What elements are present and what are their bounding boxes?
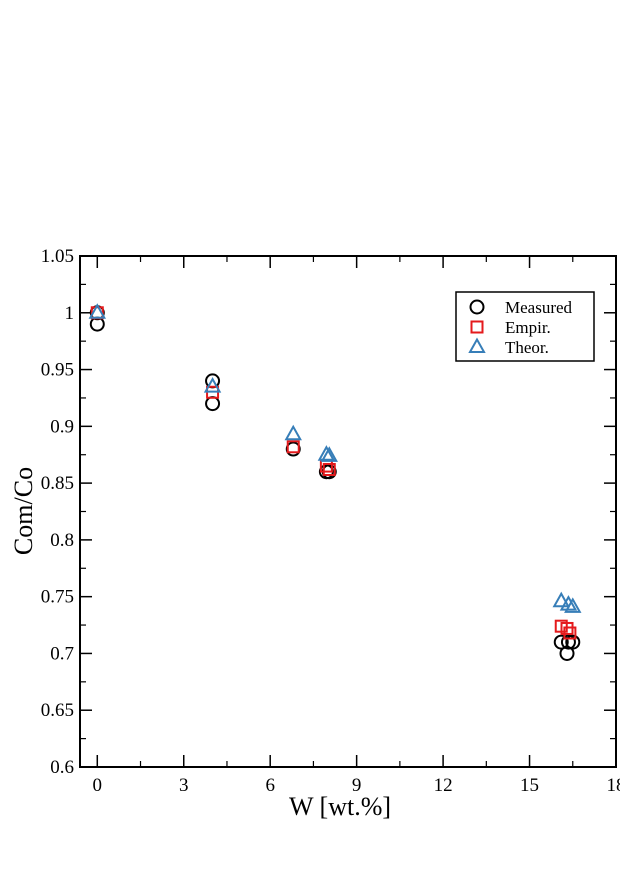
square-marker bbox=[286, 440, 300, 454]
triangle-marker bbox=[317, 445, 336, 461]
triangle-marker bbox=[320, 446, 338, 462]
x-tick-label: 15 bbox=[520, 775, 539, 796]
circle-marker bbox=[559, 645, 575, 661]
legend-circle-marker bbox=[469, 299, 485, 315]
square-marker bbox=[563, 626, 577, 640]
x-tick-label: 3 bbox=[179, 775, 189, 796]
legend-square-marker bbox=[470, 320, 484, 334]
legend-box bbox=[455, 291, 595, 362]
y-tick-label: 0.65 bbox=[41, 700, 74, 721]
triangle-marker bbox=[564, 597, 582, 613]
y-tick-label: 1 bbox=[65, 303, 75, 324]
x-tick-label: 18 bbox=[607, 775, 620, 796]
circle-marker bbox=[565, 634, 581, 650]
y-tick-label: 0.95 bbox=[41, 360, 74, 381]
y-tick-label: 0.8 bbox=[50, 530, 74, 551]
legend-label: Empir. bbox=[505, 318, 551, 337]
y-tick-label: 0.9 bbox=[50, 416, 74, 437]
y-tick-label: 0.6 bbox=[50, 757, 74, 778]
legend-label: Theor. bbox=[505, 338, 549, 357]
circle-marker bbox=[560, 634, 576, 650]
x-tick-label: 12 bbox=[434, 775, 453, 796]
triangle-marker bbox=[284, 424, 302, 441]
x-axis-title: W [wt.%] bbox=[289, 792, 391, 821]
triangle-marker bbox=[559, 595, 578, 611]
y-tick-label: 0.75 bbox=[41, 587, 74, 608]
triangle-marker bbox=[203, 377, 222, 393]
circle-marker bbox=[553, 634, 569, 650]
y-tick-label: 1.05 bbox=[41, 246, 74, 267]
triangle-marker bbox=[88, 303, 106, 319]
axis-ticks: 0 3 6 9 12 15 18 0.6 0.65 0.7 0.75 0.8 0.85 0.9 0.95 1 1… bbox=[41, 246, 620, 796]
circle-marker bbox=[205, 396, 221, 412]
y-tick-label: 0.85 bbox=[41, 473, 74, 494]
square-marker bbox=[322, 462, 336, 476]
triangle-marker bbox=[552, 591, 570, 608]
y-tick-label: 0.7 bbox=[50, 643, 74, 664]
y-axis-title: Com/Co bbox=[9, 467, 38, 555]
x-tick-label: 0 bbox=[93, 775, 103, 796]
legend-label: Measured bbox=[505, 298, 573, 317]
x-tick-label: 9 bbox=[352, 775, 362, 796]
x-tick-label: 6 bbox=[265, 775, 275, 796]
data-markers bbox=[88, 303, 582, 661]
legend-triangle-marker bbox=[468, 337, 486, 353]
